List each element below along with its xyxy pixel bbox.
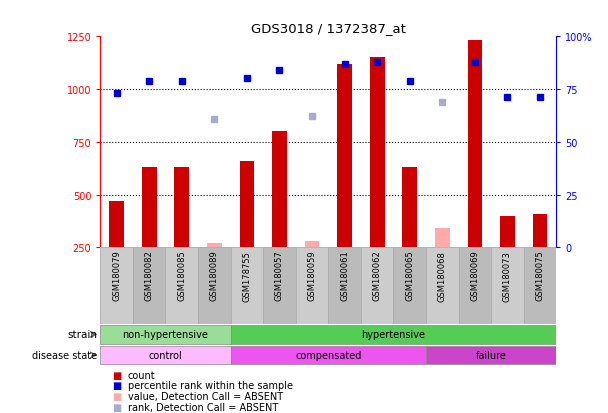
- Text: ■: ■: [112, 402, 122, 412]
- Bar: [393, 248, 426, 324]
- Text: GSM180085: GSM180085: [178, 250, 186, 301]
- Bar: [458, 248, 491, 324]
- Text: strain: strain: [67, 330, 97, 339]
- Bar: [263, 248, 295, 324]
- Text: GSM180065: GSM180065: [406, 250, 414, 301]
- Bar: [305, 242, 319, 248]
- Text: GSM180089: GSM180089: [210, 250, 219, 301]
- Bar: [295, 248, 328, 324]
- Text: ■: ■: [112, 380, 122, 390]
- Text: GSM180075: GSM180075: [536, 250, 545, 301]
- Text: hypertensive: hypertensive: [362, 330, 426, 339]
- Text: value, Detection Call = ABSENT: value, Detection Call = ABSENT: [128, 391, 283, 401]
- Bar: [426, 346, 556, 365]
- Text: ■: ■: [112, 370, 122, 380]
- Text: count: count: [128, 370, 155, 380]
- Bar: [230, 248, 263, 324]
- Text: control: control: [148, 350, 182, 360]
- Bar: [100, 325, 230, 344]
- Text: percentile rank within the sample: percentile rank within the sample: [128, 380, 292, 390]
- Text: non-hypertensive: non-hypertensive: [123, 330, 209, 339]
- Bar: [165, 248, 198, 324]
- Bar: [272, 132, 287, 248]
- Text: failure: failure: [475, 350, 506, 360]
- Text: GSM180061: GSM180061: [340, 250, 349, 301]
- Bar: [174, 168, 189, 248]
- Bar: [500, 216, 515, 248]
- Text: GSM180069: GSM180069: [471, 250, 479, 301]
- Bar: [337, 64, 352, 248]
- Text: GSM180079: GSM180079: [112, 250, 121, 301]
- Text: GSM178755: GSM178755: [243, 250, 251, 301]
- Bar: [435, 229, 450, 248]
- Text: rank, Detection Call = ABSENT: rank, Detection Call = ABSENT: [128, 402, 278, 412]
- Bar: [468, 41, 482, 248]
- Text: compensated: compensated: [295, 350, 362, 360]
- Bar: [402, 168, 417, 248]
- Bar: [100, 248, 133, 324]
- Bar: [133, 248, 165, 324]
- Text: ■: ■: [112, 391, 122, 401]
- Text: GSM180062: GSM180062: [373, 250, 382, 301]
- Bar: [328, 248, 361, 324]
- Bar: [240, 161, 254, 248]
- Text: GSM180059: GSM180059: [308, 250, 317, 301]
- Title: GDS3018 / 1372387_at: GDS3018 / 1372387_at: [251, 21, 406, 35]
- Bar: [491, 248, 523, 324]
- Bar: [109, 202, 124, 248]
- Text: GSM180057: GSM180057: [275, 250, 284, 301]
- Bar: [230, 346, 426, 365]
- Bar: [361, 248, 393, 324]
- Text: disease state: disease state: [32, 350, 97, 360]
- Bar: [142, 168, 156, 248]
- Bar: [533, 214, 547, 248]
- Text: GSM180073: GSM180073: [503, 250, 512, 301]
- Bar: [207, 244, 222, 248]
- Bar: [370, 58, 384, 248]
- Text: GSM180082: GSM180082: [145, 250, 154, 301]
- Bar: [426, 248, 458, 324]
- Bar: [230, 325, 556, 344]
- Bar: [100, 346, 230, 365]
- Bar: [198, 248, 230, 324]
- Text: GSM180068: GSM180068: [438, 250, 447, 301]
- Bar: [523, 248, 556, 324]
